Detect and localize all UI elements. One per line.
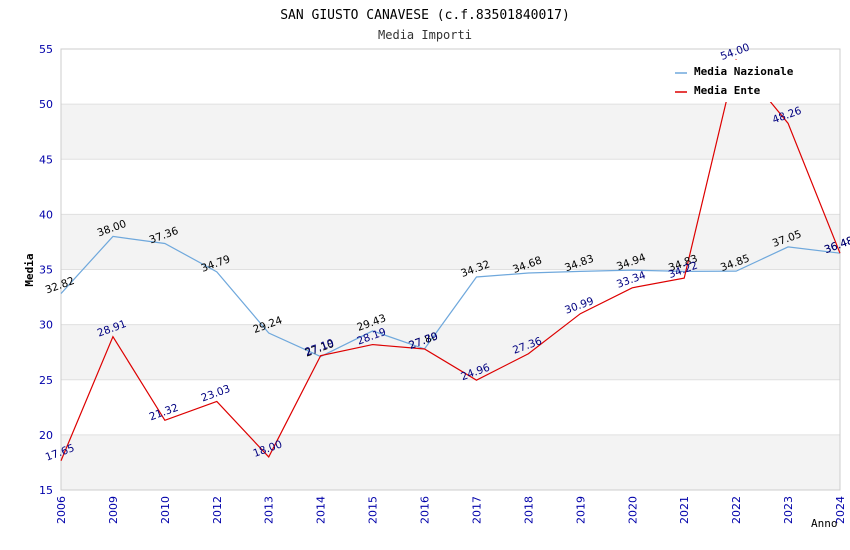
grid-band	[61, 324, 840, 380]
series-line-nazionale	[60, 235, 841, 358]
x-tick-label: 2009	[107, 496, 120, 524]
chart-title: SAN GIUSTO CANAVESE (c.f.83501840017)	[280, 8, 570, 23]
data-label: 32.82	[44, 275, 76, 297]
data-label: 54.00	[719, 41, 751, 63]
grid-band	[61, 214, 840, 270]
data-label: 30.99	[563, 295, 595, 317]
y-axis-label: Media	[23, 253, 36, 286]
y-tick-label: 45	[39, 153, 53, 166]
x-axis-label: Anno	[811, 517, 838, 530]
plot-frame	[60, 48, 841, 491]
x-tick-label: 2013	[263, 496, 276, 524]
y-tick-label: 20	[39, 429, 53, 442]
y-tick-label: 40	[39, 208, 53, 221]
x-tick-label: 2019	[574, 496, 587, 524]
x-tick-label: 2020	[626, 496, 639, 524]
x-tick-label: 2006	[55, 496, 68, 524]
grid-band	[61, 104, 840, 160]
data-label: 21.32	[148, 402, 180, 424]
x-tick-label: 2010	[159, 496, 172, 524]
y-tick-label: 50	[39, 98, 53, 111]
x-tick-label: 2021	[678, 496, 691, 524]
legend-label-ente: Media Ente	[694, 84, 761, 97]
x-tick-label: 2014	[315, 496, 328, 524]
chart-subtitle: Media Importi	[378, 28, 472, 42]
legend: Media Nazionale Media Ente	[669, 60, 809, 102]
x-tick-label: 2022	[730, 496, 743, 524]
legend-box	[669, 60, 809, 102]
legend-label-nazionale: Media Nazionale	[694, 65, 794, 78]
y-tick-label: 30	[39, 319, 53, 332]
x-tick-label: 2015	[367, 496, 380, 524]
x-tick-label: 2024	[834, 496, 847, 524]
x-tick-label: 2016	[419, 496, 432, 524]
y-tick-label: 35	[39, 264, 53, 277]
series-line-ente	[60, 58, 841, 462]
y-tick-label: 15	[39, 484, 53, 497]
y-tick-label: 55	[39, 43, 53, 56]
x-tick-label: 2023	[782, 496, 795, 524]
data-label: 23.03	[200, 383, 232, 405]
x-tick-label: 2012	[211, 496, 224, 524]
x-tick-label: 2017	[470, 496, 483, 524]
y-tick-label: 25	[39, 374, 53, 387]
x-tick-label: 2018	[522, 496, 535, 524]
grid-band	[61, 434, 840, 490]
